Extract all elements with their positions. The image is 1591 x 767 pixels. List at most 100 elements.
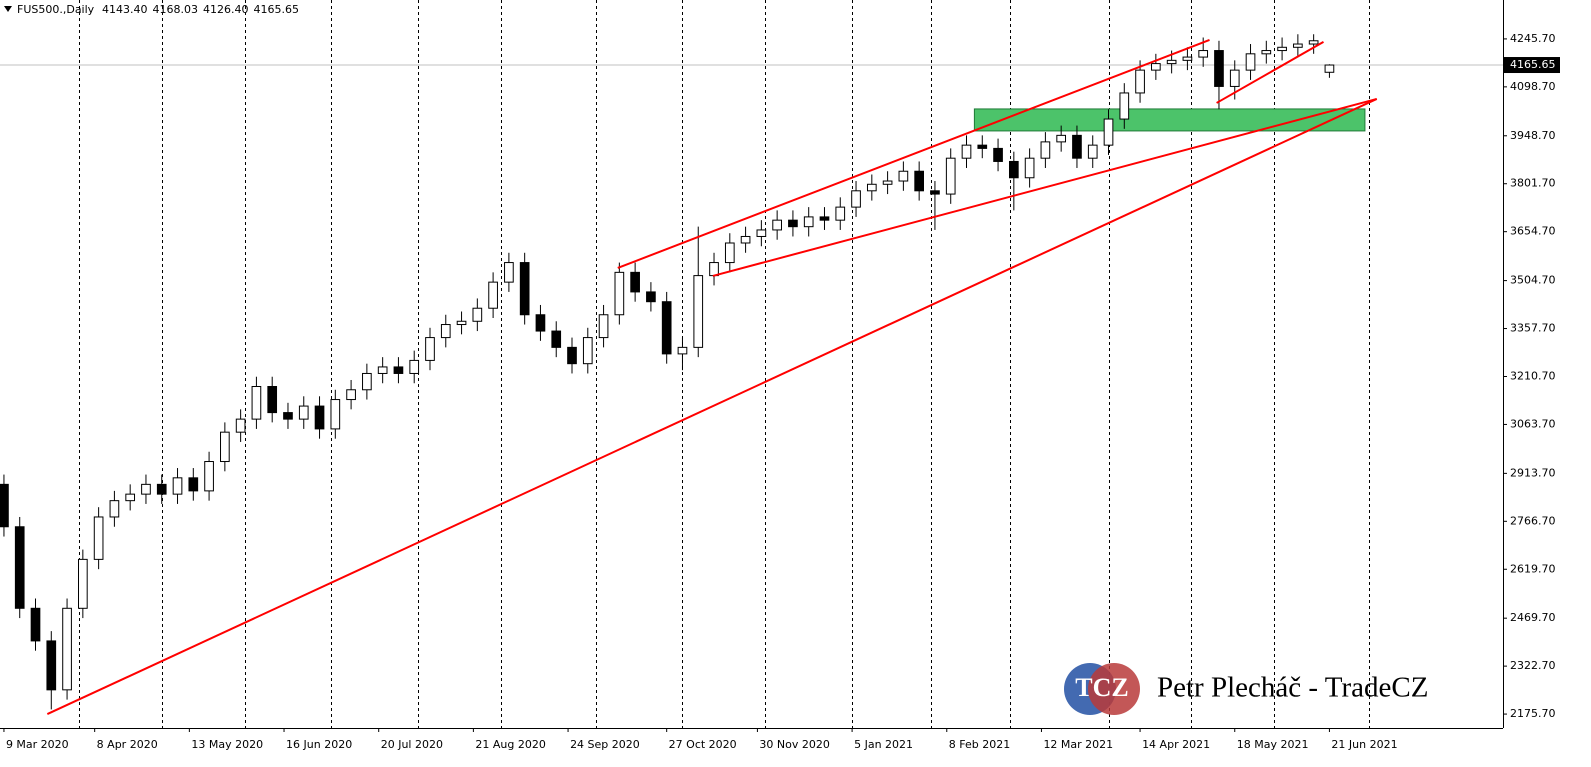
y-tick-label: 2322.70: [1510, 659, 1556, 672]
candle-body: [456, 320, 467, 326]
candle-body: [1324, 64, 1335, 73]
candle-body: [78, 558, 88, 609]
candle-body: [314, 405, 325, 430]
candle-body: [740, 235, 751, 244]
candle-body: [283, 412, 293, 420]
candle-body: [551, 330, 562, 348]
x-tick-label: 18 May 2021: [1237, 738, 1309, 751]
logo-text: TCZ: [1075, 673, 1128, 702]
x-tick-label: 21 Jun 2021: [1331, 738, 1397, 751]
candle-body: [362, 372, 372, 391]
candle-body: [851, 190, 861, 208]
candle-body: [1008, 160, 1019, 179]
trend-line: [617, 38, 1210, 269]
candle-body: [1135, 69, 1145, 94]
x-tick-label: 8 Feb 2021: [949, 738, 1010, 751]
candle-body: [1056, 134, 1067, 143]
candle-body: [788, 219, 798, 228]
logo-circle: [1088, 663, 1140, 715]
candle-body: [440, 324, 451, 339]
y-tick-label: 3948.70: [1510, 129, 1556, 142]
y-tick-label: 2766.70: [1510, 514, 1556, 527]
candle-body: [1072, 134, 1082, 159]
candle-body: [235, 418, 246, 433]
candle-body: [409, 359, 420, 374]
watermark-text: Petr Plecháč - TradeCZ: [1157, 672, 1428, 704]
candle-body: [93, 516, 104, 560]
candle-body: [835, 206, 846, 221]
y-tick-label: 2469.70: [1510, 611, 1556, 624]
x-tick-label: 14 Apr 2021: [1142, 738, 1210, 751]
candle-body: [30, 607, 41, 642]
x-tick-label: 30 Nov 2020: [759, 738, 829, 751]
candle-body: [1166, 59, 1177, 65]
support-zone: [973, 108, 1366, 132]
trend-line: [46, 98, 1378, 715]
x-tick-label: 16 Jun 2020: [286, 738, 352, 751]
candle-body: [346, 389, 356, 401]
candle-body: [377, 366, 388, 374]
candle-body: [646, 291, 656, 303]
y-tick-label: 2619.70: [1510, 562, 1556, 575]
y-tick-label: 3654.70: [1510, 225, 1556, 238]
candle-body: [914, 170, 924, 192]
candle-body: [709, 262, 719, 277]
header-value: 4143.40: [102, 3, 148, 16]
x-tick-label: 24 Sep 2020: [570, 738, 640, 751]
candle-body: [330, 399, 341, 430]
candle-body: [1103, 118, 1114, 146]
candle-body: [819, 216, 830, 221]
current-price-box: [1504, 57, 1560, 74]
y-tick-label: 3357.70: [1510, 322, 1556, 335]
y-tick-label: 4245.70: [1510, 32, 1556, 45]
candle-body: [1308, 40, 1319, 45]
candle-body: [598, 314, 609, 339]
candle-body: [141, 483, 151, 495]
candle-body: [109, 500, 120, 518]
y-tick-label: 2175.70: [1510, 707, 1556, 720]
candle-body: [1151, 63, 1161, 71]
current-price-label: 4165.65: [1510, 58, 1556, 71]
candle-body: [693, 275, 704, 348]
candle-body: [1229, 69, 1240, 87]
x-tick-label: 21 Aug 2020: [475, 738, 545, 751]
candle-body: [62, 607, 72, 691]
candle-body: [945, 157, 956, 195]
candle-body: [156, 483, 167, 495]
x-tick-label: 20 Jul 2020: [381, 738, 443, 751]
x-tick-label: 9 Mar 2020: [6, 738, 69, 751]
candle-body: [724, 242, 735, 264]
header-value: 4165.65: [254, 3, 300, 16]
candle-body: [1277, 46, 1287, 52]
candle-body: [1293, 43, 1303, 48]
candle-body: [803, 216, 814, 228]
candle-body: [172, 477, 183, 495]
candle-body: [961, 144, 972, 159]
candle-body: [882, 180, 893, 185]
y-tick-label: 3801.70: [1510, 177, 1556, 190]
x-tick-label: 5 Jan 2021: [854, 738, 913, 751]
trend-line: [712, 97, 1378, 277]
symbol: FUS500.,Daily: [17, 3, 95, 16]
candle-body: [630, 271, 640, 293]
candle-body: [188, 477, 199, 492]
candle-body: [898, 170, 909, 182]
candle-body: [1182, 56, 1193, 61]
x-tick-label: 13 May 2020: [191, 738, 263, 751]
candle-body: [677, 346, 688, 355]
candle-body: [1261, 50, 1272, 55]
menu-arrow[interactable]: [4, 6, 12, 12]
candle-body: [1245, 53, 1256, 71]
y-tick-label: 3210.70: [1510, 369, 1556, 382]
candle-body: [930, 190, 940, 195]
candle-body: [204, 461, 214, 492]
candle-body: [567, 346, 577, 365]
y-tick-label: 2913.70: [1510, 466, 1556, 479]
candle-body: [125, 493, 136, 502]
candle-body: [393, 366, 404, 374]
candle-body: [772, 219, 782, 231]
candle-body: [1119, 92, 1130, 120]
y-tick-label: 3504.70: [1510, 274, 1556, 287]
candle-body: [866, 183, 877, 192]
